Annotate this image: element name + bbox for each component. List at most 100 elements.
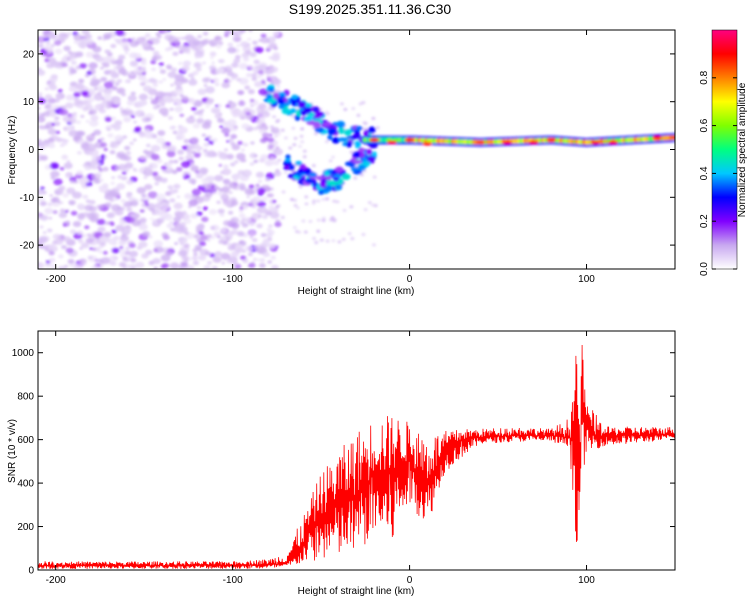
snr-marks bbox=[38, 344, 675, 569]
heatmap-noise-cell bbox=[85, 51, 95, 58]
heatmap-noise-cell bbox=[210, 107, 220, 114]
heatmap-noise-cell bbox=[265, 67, 275, 75]
heatmap-noise-cell bbox=[63, 236, 71, 243]
heatmap-noise-cell bbox=[102, 62, 110, 68]
heatmap-noise-cell bbox=[118, 261, 127, 268]
heatmap-noise-cell bbox=[104, 116, 112, 122]
heatmap-noise-cell bbox=[139, 81, 146, 87]
y-tick-label: 10 bbox=[23, 97, 35, 108]
heatmap-noise-cell bbox=[298, 184, 303, 189]
heatmap-noise-cell bbox=[231, 76, 236, 81]
heatmap-noise-cell bbox=[102, 250, 108, 255]
heatmap-noise-cell bbox=[178, 126, 188, 134]
heatmap-noise-cell bbox=[68, 199, 76, 206]
heatmap-noise-cell bbox=[193, 234, 201, 239]
heatmap-noise-cell bbox=[54, 98, 60, 103]
heatmap-lower-branch-cell bbox=[341, 173, 351, 180]
heatmap-noise-cell bbox=[275, 119, 280, 124]
heatmap-noise-cell bbox=[129, 250, 139, 258]
heatmap-noise-cell bbox=[313, 132, 318, 136]
x-tick-label: -200 bbox=[46, 274, 66, 285]
heatmap-noise-cell bbox=[222, 178, 231, 185]
heatmap-noise-cell bbox=[196, 118, 204, 124]
heatmap-noise-cell bbox=[128, 263, 138, 269]
heatmap-noise-cell bbox=[119, 153, 129, 161]
heatmap-noise-cell bbox=[138, 132, 146, 138]
heatmap-noise-cell bbox=[226, 140, 230, 143]
heatmap-noise-cell bbox=[39, 225, 44, 229]
heatmap-noise-cell bbox=[256, 117, 266, 124]
heatmap-noise-cell bbox=[166, 64, 172, 69]
heatmap-noise-cell bbox=[371, 116, 376, 121]
heatmap-noise-cell bbox=[145, 117, 152, 122]
heatmap-noise-cell bbox=[38, 125, 44, 129]
heatmap-noise-cell bbox=[75, 83, 82, 89]
heatmap-noise-cell bbox=[52, 104, 59, 110]
heatmap-upper-branch-cell bbox=[327, 134, 333, 141]
heatmap-lower-branch-cell bbox=[305, 178, 314, 184]
heatmap-noise-cell bbox=[109, 143, 116, 148]
heatmap-noise-cell bbox=[57, 88, 63, 93]
heatmap-noise-cell bbox=[240, 41, 249, 48]
heatmap-noise-cell bbox=[234, 248, 238, 252]
heatmap-noise-cell bbox=[227, 42, 234, 47]
heatmap-noise-cell bbox=[81, 90, 89, 97]
heatmap-noise-cell bbox=[251, 238, 258, 243]
heatmap-noise-cell bbox=[95, 55, 104, 63]
heatmap-noise-cell bbox=[215, 43, 222, 49]
heatmap-noise-cell bbox=[325, 239, 330, 243]
heatmap-noise-cell bbox=[38, 92, 43, 96]
heatmap-noise-cell bbox=[49, 76, 58, 83]
heatmap-noise-cell bbox=[347, 232, 352, 236]
heatmap-noise-cell bbox=[158, 80, 163, 84]
heatmap-noise-cell bbox=[100, 242, 106, 247]
heatmap-noise-cell bbox=[108, 69, 117, 76]
heatmap-noise-cell bbox=[88, 97, 95, 102]
heatmap-noise-cell bbox=[302, 149, 307, 153]
heatmap-noise-cell bbox=[193, 111, 198, 115]
heatmap-noise-cell bbox=[253, 59, 260, 65]
heatmap-noise-cell bbox=[109, 255, 118, 262]
heatmap-noise-cell bbox=[191, 106, 197, 111]
heatmap-noise-cell bbox=[300, 127, 305, 131]
heatmap-noise-cell bbox=[256, 124, 264, 130]
heatmap-noise-cell bbox=[166, 223, 174, 229]
heatmap-noise-cell bbox=[50, 264, 56, 269]
heatmap-upper-branch-cell bbox=[363, 129, 369, 137]
heatmap-noise-cell bbox=[224, 30, 231, 35]
heatmap-noise-cell bbox=[40, 186, 45, 190]
heatmap-noise-cell bbox=[372, 175, 377, 179]
heatmap-noise-cell bbox=[194, 170, 200, 174]
heatmap-noise-cell bbox=[103, 231, 112, 238]
heatmap-noise-cell bbox=[244, 245, 253, 252]
x-tick-label: 0 bbox=[407, 274, 413, 285]
heatmap-noise-cell bbox=[231, 222, 240, 229]
heatmap-noise-cell bbox=[211, 266, 217, 269]
heatmap-noise-cell bbox=[160, 216, 166, 221]
heatmap-noise-cell bbox=[158, 62, 165, 67]
heatmap-noise-cell bbox=[109, 150, 116, 155]
heatmap-noise-cell bbox=[61, 154, 69, 160]
heatmap-noise-cell bbox=[341, 237, 346, 241]
heatmap-noise-cell bbox=[90, 264, 100, 269]
heatmap-lower-branch-cell bbox=[333, 177, 340, 182]
heatmap-noise-cell bbox=[42, 35, 48, 39]
y-tick-label: 200 bbox=[17, 522, 34, 533]
heatmap-noise-cell bbox=[213, 231, 221, 238]
heatmap-peak-cell bbox=[528, 140, 539, 145]
heatmap-noise-cell bbox=[110, 181, 115, 185]
heatmap-noise-cell bbox=[228, 80, 232, 83]
y-tick-label: -10 bbox=[20, 193, 35, 204]
heatmap-noise-cell bbox=[239, 255, 246, 260]
heatmap-noise-cell bbox=[202, 149, 208, 153]
heatmap-noise-cell bbox=[120, 199, 126, 203]
heatmap-noise-cell bbox=[170, 227, 175, 232]
heatmap-noise-cell bbox=[79, 177, 89, 185]
heatmap-noise-cell bbox=[245, 72, 253, 78]
heatmap-upper-branch-cell bbox=[368, 126, 376, 134]
heatmap-noise-cell bbox=[249, 98, 255, 103]
heatmap-noise-cell bbox=[45, 260, 51, 264]
heatmap-noise-cell bbox=[191, 143, 200, 150]
heatmap-noise-cell bbox=[130, 114, 136, 119]
heatmap-noise-cell bbox=[129, 72, 135, 77]
